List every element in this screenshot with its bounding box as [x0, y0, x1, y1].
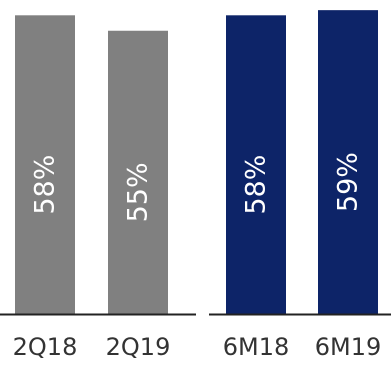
data-label-2q19: 55%: [123, 162, 154, 222]
data-label-6m18: 58%: [241, 155, 272, 215]
bar-2q19: [108, 30, 168, 314]
data-label-6m19: 59%: [333, 152, 364, 212]
tick-label-6m18: 6M18: [223, 333, 290, 361]
chart-panel-quarterly: 58% 2Q18 55% 2Q19: [0, 15, 196, 361]
tick-label-2q19: 2Q19: [106, 333, 171, 361]
bar-6m19: [318, 10, 378, 315]
bar-6m18: [226, 15, 286, 315]
bar-2q18: [15, 15, 75, 315]
tick-label-2q18: 2Q18: [13, 333, 78, 361]
tick-label-6m19: 6M19: [315, 333, 382, 361]
data-label-2q18: 58%: [30, 155, 61, 215]
chart-panel-six-months: 58% 6M18 59% 6M19: [209, 10, 391, 361]
